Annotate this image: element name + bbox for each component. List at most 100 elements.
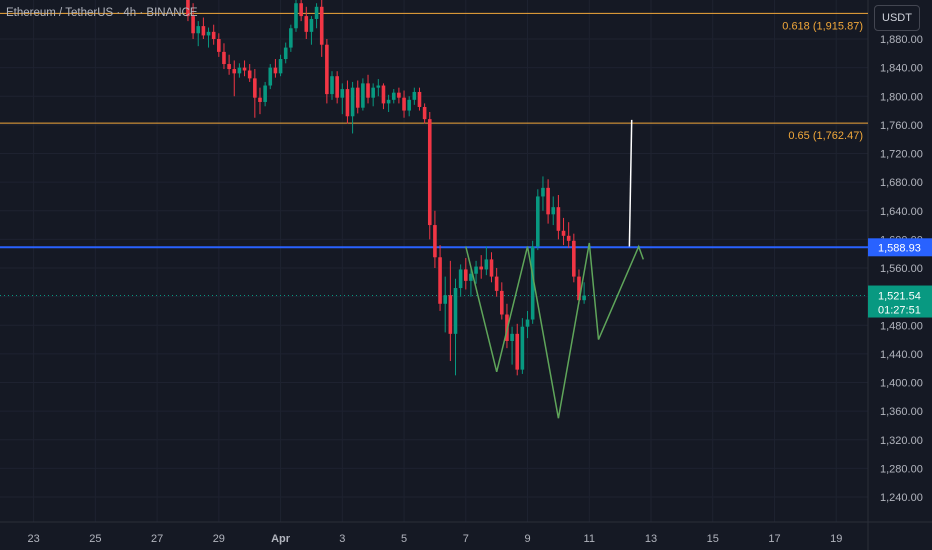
last-price-label: 1,521.54 (878, 291, 921, 303)
candle-body (350, 87, 355, 117)
breakout-projection-line (628, 119, 633, 247)
candle-body (319, 6, 324, 45)
time-tick-label: 25 (89, 533, 101, 545)
candle-body (366, 83, 370, 98)
candle-body (422, 106, 427, 120)
chart-title: Ethereum / TetherUS · 4h · BINANCE (6, 7, 198, 19)
candle-body (391, 92, 396, 100)
inverse-head-shoulders-pattern (465, 242, 645, 419)
candle-body (536, 196, 540, 247)
candle-body (237, 67, 242, 74)
candle-body (381, 85, 386, 104)
candle-body (335, 76, 339, 98)
time-tick-label: 23 (27, 533, 39, 545)
support-price-label: 1,588.93 (878, 242, 921, 254)
price-tick-label: 1,360.00 (880, 406, 923, 418)
candle-body (546, 187, 550, 215)
price-tick-label: 1,560.00 (880, 263, 923, 275)
candle-body (556, 207, 561, 231)
candle-body (427, 119, 432, 226)
candle-body (438, 257, 442, 304)
price-tick-label: 1,680.00 (880, 177, 923, 189)
candle-body (217, 39, 221, 52)
time-tick-label: 9 (524, 533, 530, 545)
candle-body (463, 269, 468, 281)
price-tick-label: 1,760.00 (880, 120, 923, 132)
price-tick-label: 1,240.00 (880, 492, 923, 504)
candle-body (371, 87, 375, 98)
candle-body (283, 47, 288, 60)
time-tick-label: Apr (271, 533, 291, 545)
price-tick-label: 1,640.00 (880, 206, 923, 218)
candle-countdown-label: 01:27:51 (878, 305, 921, 317)
candle-body (520, 326, 525, 370)
candle-body (355, 87, 360, 108)
candle-body (402, 97, 406, 111)
time-tick-label: 3 (339, 533, 345, 545)
candle-body (458, 269, 463, 289)
candle-body (232, 69, 237, 74)
time-tick-label: 27 (151, 533, 163, 545)
support-price-tag (868, 238, 932, 257)
candle-body (191, 16, 195, 34)
candle-body (330, 76, 334, 95)
time-tick-label: 29 (213, 533, 225, 545)
candle-body (397, 92, 401, 98)
currency-button[interactable]: USDT (874, 5, 920, 31)
price-tick-label: 1,840.00 (880, 63, 923, 75)
time-tick-label: 7 (463, 533, 469, 545)
time-tick-label: 17 (768, 533, 780, 545)
candle-body (433, 225, 437, 258)
candle-body (376, 85, 381, 88)
candle-body (479, 266, 484, 270)
time-tick-label: 19 (830, 533, 842, 545)
candle-body (525, 319, 530, 327)
candle-body (278, 59, 283, 74)
time-tick-label: 5 (401, 533, 407, 545)
candles (186, 0, 586, 376)
candle-body (253, 78, 257, 98)
price-tick-label: 1,440.00 (880, 349, 923, 361)
candle-body (345, 89, 350, 117)
candle-body (201, 26, 206, 36)
candle-body (186, 0, 190, 17)
price-tick-label: 1,880.00 (880, 34, 923, 46)
candle-body (551, 207, 556, 215)
candle-body (299, 3, 303, 17)
candle-body (304, 16, 309, 32)
candle-body (494, 276, 499, 291)
candle-body (289, 28, 293, 48)
candle-body (474, 266, 478, 274)
candle-body (325, 44, 329, 95)
candle-body (196, 26, 201, 34)
candle-body (561, 230, 566, 236)
candle-body (268, 67, 273, 86)
candle-body (541, 187, 545, 197)
price-tick-label: 1,400.00 (880, 378, 923, 390)
candle-body (577, 276, 581, 301)
candle-body (530, 246, 535, 320)
candle-body (489, 259, 494, 277)
grid (0, 0, 868, 522)
candle-body (566, 235, 571, 241)
candle-body (314, 6, 319, 19)
candle-body (294, 3, 298, 29)
price-tick-label: 1,320.00 (880, 435, 923, 447)
time-tick-label: 13 (645, 533, 657, 545)
candle-body (206, 31, 211, 36)
candle-body (222, 51, 226, 65)
candle-body (361, 83, 365, 108)
candle-body (340, 89, 345, 98)
candle-body (469, 273, 473, 281)
price-tick-label: 1,800.00 (880, 91, 923, 103)
candle-body (484, 259, 489, 270)
price-tick-label: 1,480.00 (880, 320, 923, 332)
candle-body (499, 290, 504, 315)
candle-body (273, 67, 278, 74)
candle-body (211, 31, 216, 39)
candle-body (258, 97, 262, 102)
candle-body (417, 91, 422, 107)
candle-body (412, 91, 417, 100)
candle-body (386, 99, 391, 104)
